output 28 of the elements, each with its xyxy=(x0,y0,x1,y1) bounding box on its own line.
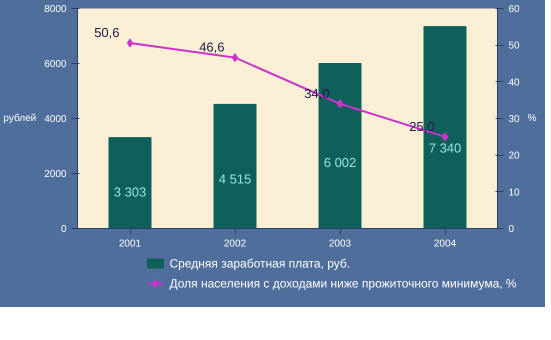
data-label: 46,6 xyxy=(199,40,225,55)
y2-tick-label: 0 xyxy=(508,224,514,235)
data-label: 4 515 xyxy=(218,171,252,186)
y-tick-label: 0 xyxy=(60,224,67,235)
data-label: 7 340 xyxy=(428,140,462,156)
y2-axis-title: % xyxy=(528,113,537,124)
legend-label: Средняя заработная плата, руб. xyxy=(170,256,350,270)
data-label: 3 303 xyxy=(114,184,146,200)
data-label: 6 002 xyxy=(324,154,356,170)
y2-tick-label: 60 xyxy=(508,4,520,15)
legend-label: Доля населения с доходами ниже прожиточного минимума, % xyxy=(170,276,517,290)
x-tick-label: 2003 xyxy=(328,238,352,250)
y-tick-label: 8000 xyxy=(44,4,67,15)
x-tick-label: 2001 xyxy=(118,238,142,250)
y2-tick-label: 20 xyxy=(508,150,520,162)
x-tick-label: 2002 xyxy=(224,238,247,250)
y2-tick-label: 50 xyxy=(508,40,520,52)
y-tick-label: 2000 xyxy=(44,169,67,180)
y2-tick-label: 10 xyxy=(508,187,520,198)
y-axis-title: рублей xyxy=(3,113,36,124)
data-label: 34,0 xyxy=(304,86,330,101)
data-label: 25,0 xyxy=(409,118,435,134)
y-tick-label: 6000 xyxy=(44,59,67,70)
y2-tick-label: 30 xyxy=(508,114,520,125)
x-tick-label: 2004 xyxy=(434,238,457,250)
data-label: 50,6 xyxy=(94,24,120,40)
y-tick-label: 4000 xyxy=(44,114,67,125)
y2-tick-label: 40 xyxy=(508,77,520,88)
